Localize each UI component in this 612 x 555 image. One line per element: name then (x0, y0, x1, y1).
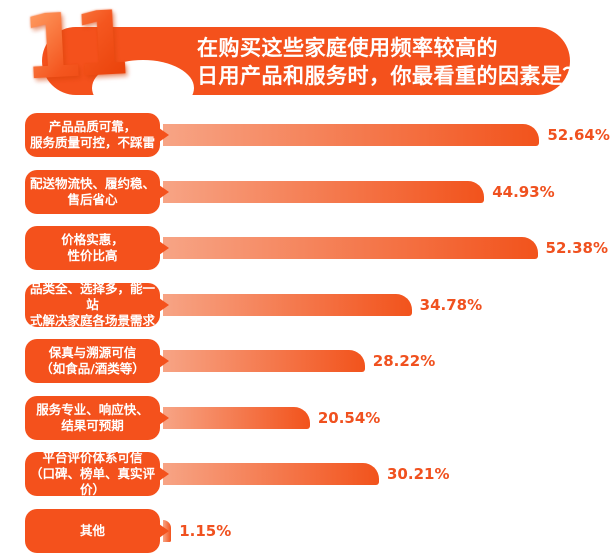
bar (163, 463, 379, 485)
category-label: 平台评价体系可信 （口碑、榜单、真实评价） (25, 450, 169, 497)
bar (163, 293, 412, 316)
category-label: 品类全、选择多，能一站 式解决家庭各场景需求 (25, 280, 169, 328)
chart-row: 品类全、选择多，能一站 式解决家庭各场景需求 34.78% (25, 280, 612, 328)
bar-wrap: 20.54% (163, 406, 381, 429)
chart-row: 配送物流快、履约稳、 售后省心 44.93% (25, 169, 612, 214)
bar-value: 28.22% (372, 352, 436, 370)
category-label-line: 价格实惠， (61, 232, 124, 247)
category-label-line: 配送物流快、履约稳、 (29, 175, 155, 191)
category-label-line: 式解决家庭各场景需求 (29, 312, 155, 328)
chart-row: 产品品质可靠， 服务质量可控，不踩雷 52.64% (25, 113, 612, 157)
chart-row: 平台评价体系可信 （口碑、榜单、真实评价） 30.21% (25, 450, 612, 497)
bar-value: 52.64% (547, 126, 610, 144)
category-label-line: 服务质量可控，不踩雷 (29, 135, 155, 150)
bar (163, 124, 540, 146)
category-label: 服务专业、响应快、 结果可预期 (25, 395, 169, 440)
category-label-line: 性价比高 (67, 248, 118, 263)
question-title-line1: 在购买这些家庭使用频率较高的 (197, 36, 498, 60)
chart-row: 服务专业、响应快、 结果可预期 20.54% (25, 395, 612, 440)
bar-value: 44.93% (492, 182, 555, 201)
category-label-line: 结果可预期 (61, 417, 124, 433)
bar-wrap: 34.78% (163, 293, 483, 316)
bar-wrap: 44.93% (163, 180, 555, 203)
bar (163, 350, 365, 372)
bar-value: 20.54% (317, 408, 381, 427)
bar-value: 52.38% (545, 239, 608, 257)
bar-wrap: 28.22% (163, 350, 435, 372)
bar-wrap: 1.15% (163, 519, 232, 542)
header: 在购买这些家庭使用频率较高的 日用产品和服务时，你最看重的因素是？ 11 (0, 0, 612, 116)
category-label-line: （如食品/酒类等） (40, 361, 145, 376)
category-label: 配送物流快、履约稳、 售后省心 (25, 169, 169, 214)
question-title-line2: 日用产品和服务时，你最看重的因素是？ (197, 64, 584, 88)
bar-value: 1.15% (179, 521, 232, 540)
bar-wrap: 52.64% (163, 124, 610, 146)
chart-rows: 产品品质可靠， 服务质量可控，不踩雷 52.64% 配送物流快、履约稳、 售后省心 … (25, 113, 612, 553)
category-label-line: （口碑、榜单、真实评价） (29, 466, 155, 497)
bar (163, 237, 538, 259)
category-label-line: 售后省心 (67, 191, 118, 207)
chart-row: 价格实惠， 性价比高 52.38% (25, 226, 612, 270)
category-label: 其他 (25, 508, 169, 553)
bar-wrap: 52.38% (163, 237, 608, 259)
category-label-line: 品类全、选择多，能一站 (29, 280, 155, 312)
category-label-line: 产品品质可靠， (48, 119, 137, 134)
question-number-balloon: 11 (19, 0, 127, 100)
category-label-line: 保真与溯源可信 (48, 345, 137, 360)
bar-value: 30.21% (387, 465, 450, 483)
question-title: 在购买这些家庭使用频率较高的 日用产品和服务时，你最看重的因素是？ (197, 34, 584, 90)
bar-value: 34.78% (419, 295, 483, 314)
category-label-line: 服务专业、响应快、 (36, 401, 149, 417)
category-label: 产品品质可靠， 服务质量可控，不踩雷 (25, 113, 169, 157)
category-label-line: 其他 (79, 522, 105, 538)
chart-row: 其他 1.15% (25, 508, 612, 553)
question-title-box: 在购买这些家庭使用频率较高的 日用产品和服务时，你最看重的因素是？ (42, 27, 584, 116)
badge-highlight-ellipse (92, 60, 194, 116)
chart-row: 保真与溯源可信 （如食品/酒类等） 28.22% (25, 339, 612, 383)
category-label: 保真与溯源可信 （如食品/酒类等） (25, 339, 169, 383)
bar (163, 180, 485, 203)
category-label-line: 平台评价体系可信 (42, 450, 143, 465)
bar (163, 406, 310, 429)
category-label: 价格实惠， 性价比高 (25, 226, 169, 270)
bar-wrap: 30.21% (163, 463, 449, 485)
